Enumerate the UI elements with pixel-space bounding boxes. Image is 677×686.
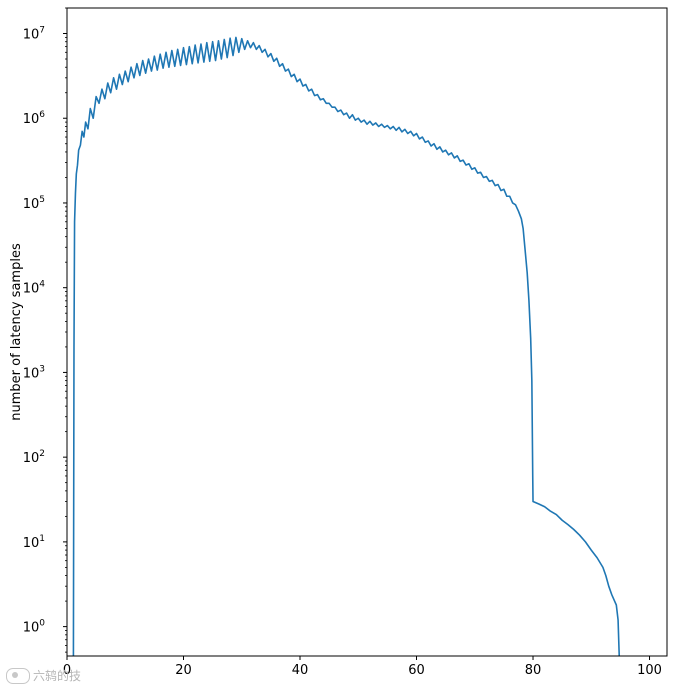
y-tick-label: 107 (23, 26, 45, 43)
y-axis-label: number of latency samples (9, 243, 24, 421)
watermark-text: 六鸫的技 (33, 669, 82, 683)
x-tick-label: 0 (63, 663, 71, 678)
y-tick-label: 106 (23, 110, 46, 127)
y-tick-label: 101 (23, 534, 45, 551)
axes-frame (66, 7, 668, 657)
y-tick-label: 104 (23, 280, 46, 297)
x-tick-label: 100 (637, 663, 662, 678)
plot-area (66, 7, 668, 657)
y-tick-label: 100 (23, 619, 46, 636)
y-tick-label: 103 (23, 364, 45, 381)
x-tick-label: 20 (175, 663, 192, 678)
x-tick-label: 80 (525, 663, 542, 678)
series-line-0 (72, 36, 621, 657)
watermark: 六鸫的技 (6, 667, 81, 684)
y-tick-label: 102 (23, 449, 45, 466)
y-axis-ticks: 100 101 102 103 104 105 106 107 (23, 7, 67, 653)
y-tick-label: 105 (23, 195, 45, 212)
watermark-logo-icon (6, 667, 30, 684)
x-tick-label: 60 (408, 663, 425, 678)
x-tick-label: 40 (292, 663, 309, 678)
x-axis-ticks: 0 20 40 60 80 100 (63, 656, 662, 678)
